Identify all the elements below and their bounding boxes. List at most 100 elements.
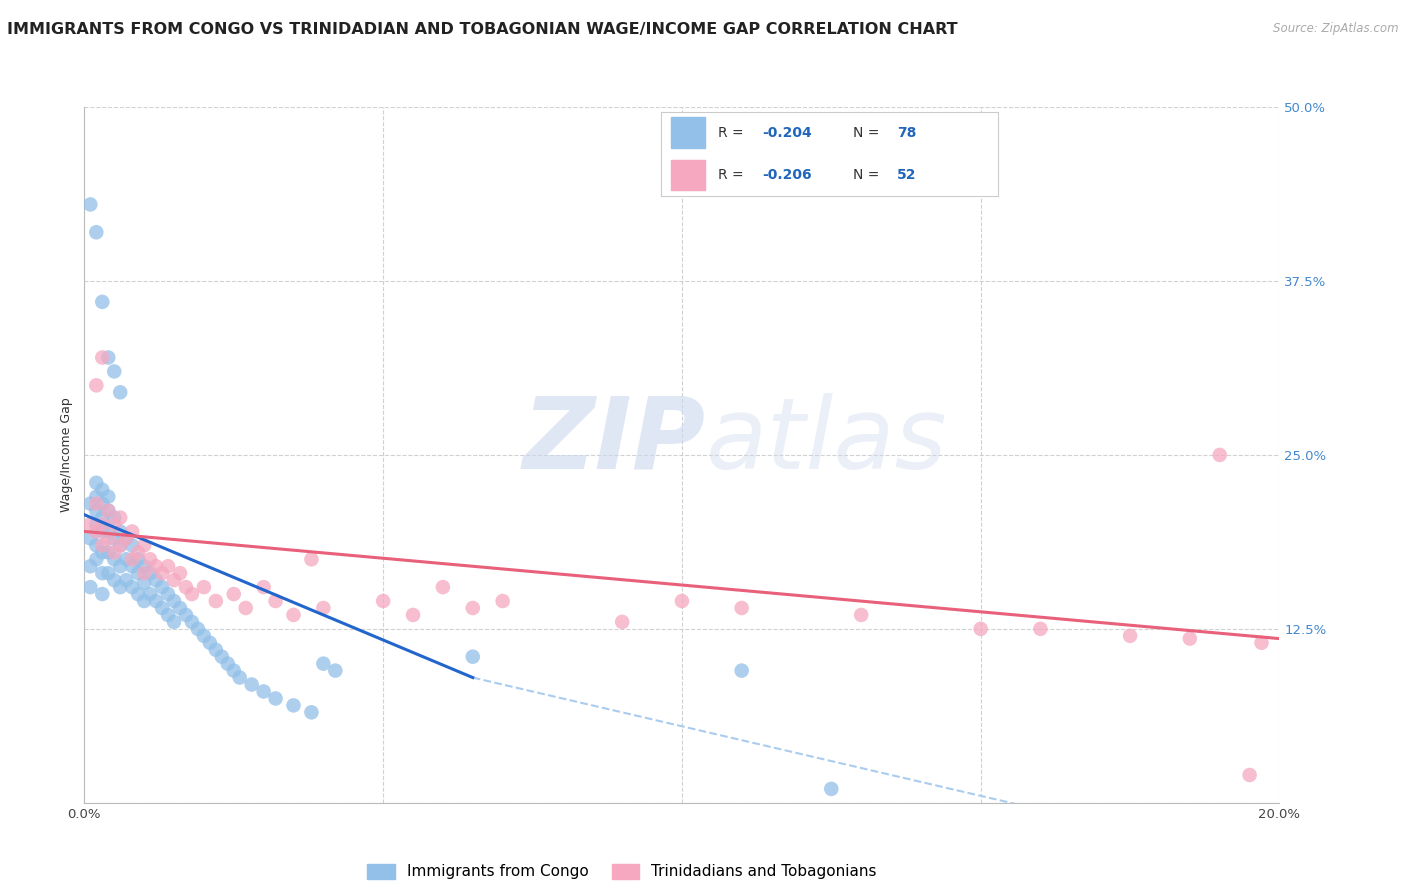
- Point: [110, 510, 132, 524]
- Text: R =: R =: [718, 168, 748, 182]
- Point: [970, 622, 993, 636]
- Point: [163, 615, 186, 629]
- Point: [86, 497, 108, 511]
- Point: [139, 552, 162, 566]
- Point: [169, 566, 191, 581]
- Point: [198, 636, 221, 650]
- Point: [103, 552, 125, 566]
- Point: [731, 664, 754, 678]
- Point: [86, 524, 108, 539]
- Point: [79, 197, 101, 211]
- Point: [91, 587, 114, 601]
- Point: [150, 580, 173, 594]
- Point: [86, 378, 108, 392]
- Point: [228, 671, 252, 685]
- Point: [1119, 629, 1142, 643]
- Point: [79, 517, 101, 532]
- Y-axis label: Wage/Income Gap: Wage/Income Gap: [59, 398, 73, 512]
- Bar: [671, 160, 704, 190]
- Point: [301, 552, 323, 566]
- Point: [91, 517, 114, 532]
- Point: [127, 587, 149, 601]
- Point: [174, 607, 197, 622]
- Point: [79, 559, 101, 574]
- Point: [86, 517, 108, 532]
- Point: [127, 566, 149, 581]
- Point: [97, 566, 120, 581]
- Point: [97, 503, 120, 517]
- Point: [150, 566, 173, 581]
- Point: [145, 573, 167, 587]
- Point: [402, 607, 425, 622]
- Point: [157, 607, 180, 622]
- Point: [205, 642, 228, 657]
- Text: N =: N =: [853, 168, 884, 182]
- Point: [671, 594, 693, 608]
- Point: [181, 615, 204, 629]
- Point: [79, 580, 101, 594]
- Point: [1178, 632, 1201, 646]
- Point: [110, 538, 132, 552]
- Point: [79, 532, 101, 546]
- Point: [253, 580, 276, 594]
- Point: [121, 580, 143, 594]
- Point: [211, 649, 233, 664]
- Point: [222, 664, 245, 678]
- Point: [86, 538, 108, 552]
- Point: [91, 483, 114, 497]
- Point: [91, 524, 114, 539]
- Point: [312, 657, 335, 671]
- Point: [103, 364, 125, 378]
- Point: [97, 490, 120, 504]
- Text: ZIP: ZIP: [523, 392, 706, 490]
- Point: [432, 580, 454, 594]
- Point: [1239, 768, 1261, 782]
- Point: [86, 503, 108, 517]
- Point: [127, 545, 149, 559]
- Point: [132, 594, 156, 608]
- Point: [163, 573, 186, 587]
- Point: [132, 538, 156, 552]
- Point: [181, 587, 204, 601]
- Point: [731, 601, 754, 615]
- Point: [91, 538, 114, 552]
- Point: [283, 607, 305, 622]
- Point: [115, 573, 138, 587]
- Point: [110, 580, 132, 594]
- Point: [121, 552, 143, 566]
- Point: [91, 351, 114, 365]
- Point: [253, 684, 276, 698]
- Point: [86, 475, 108, 490]
- Point: [157, 587, 180, 601]
- Point: [240, 677, 263, 691]
- Text: atlas: atlas: [706, 392, 948, 490]
- Point: [187, 622, 209, 636]
- Point: [91, 510, 114, 524]
- Point: [97, 351, 120, 365]
- Point: [145, 559, 167, 574]
- Point: [91, 497, 114, 511]
- Point: [373, 594, 395, 608]
- Point: [820, 781, 842, 796]
- Point: [1209, 448, 1232, 462]
- Point: [110, 559, 132, 574]
- Point: [139, 566, 162, 581]
- Point: [312, 601, 335, 615]
- Point: [91, 294, 114, 309]
- Point: [205, 594, 228, 608]
- Point: [132, 566, 156, 581]
- Point: [222, 587, 245, 601]
- Text: IMMIGRANTS FROM CONGO VS TRINIDADIAN AND TOBAGONIAN WAGE/INCOME GAP CORRELATION : IMMIGRANTS FROM CONGO VS TRINIDADIAN AND…: [7, 22, 957, 37]
- Point: [132, 559, 156, 574]
- Point: [110, 524, 132, 539]
- Point: [86, 490, 108, 504]
- Point: [264, 594, 287, 608]
- Point: [612, 615, 634, 629]
- Point: [86, 552, 108, 566]
- Point: [97, 524, 120, 539]
- Point: [97, 532, 120, 546]
- Point: [174, 580, 197, 594]
- Point: [121, 559, 143, 574]
- Point: [145, 594, 167, 608]
- Point: [91, 566, 114, 581]
